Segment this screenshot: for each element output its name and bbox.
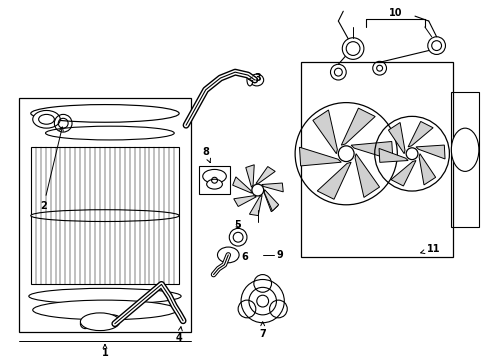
Polygon shape [355,154,380,197]
Text: 7: 7 [259,322,266,338]
Ellipse shape [31,210,179,221]
Text: 10: 10 [389,8,402,18]
Polygon shape [389,122,405,154]
Polygon shape [416,145,445,159]
Ellipse shape [80,313,120,330]
Polygon shape [249,195,262,216]
Polygon shape [317,162,351,199]
Text: 3: 3 [249,73,262,83]
Polygon shape [351,141,393,160]
Polygon shape [419,154,436,185]
Polygon shape [342,108,375,145]
Text: 4: 4 [176,327,183,343]
Ellipse shape [46,126,174,140]
Polygon shape [313,110,338,154]
Polygon shape [299,147,342,166]
Ellipse shape [33,111,60,128]
Polygon shape [234,196,256,207]
Bar [451,92,479,228]
Ellipse shape [31,104,179,122]
Text: 6: 6 [242,252,248,262]
Text: 9: 9 [276,250,283,260]
Text: 8: 8 [202,147,211,163]
Text: 11: 11 [420,244,441,254]
Ellipse shape [218,247,239,263]
Polygon shape [264,190,279,211]
Bar [31,147,179,284]
Polygon shape [408,121,433,147]
Polygon shape [233,177,252,193]
Text: 1: 1 [101,345,108,358]
Text: 5: 5 [235,220,242,230]
Ellipse shape [247,74,253,86]
Polygon shape [262,183,283,192]
Ellipse shape [250,74,264,86]
Ellipse shape [39,114,54,124]
Polygon shape [379,148,408,162]
Polygon shape [391,161,416,186]
Ellipse shape [451,128,479,171]
Ellipse shape [207,179,222,189]
Bar [301,62,453,257]
Ellipse shape [33,300,177,320]
Polygon shape [256,167,275,183]
Ellipse shape [105,315,121,325]
Bar [199,166,230,194]
Text: 2: 2 [40,127,63,211]
Ellipse shape [29,288,181,304]
Ellipse shape [203,170,226,183]
Polygon shape [264,190,278,212]
Polygon shape [246,165,254,187]
Bar [19,98,191,332]
